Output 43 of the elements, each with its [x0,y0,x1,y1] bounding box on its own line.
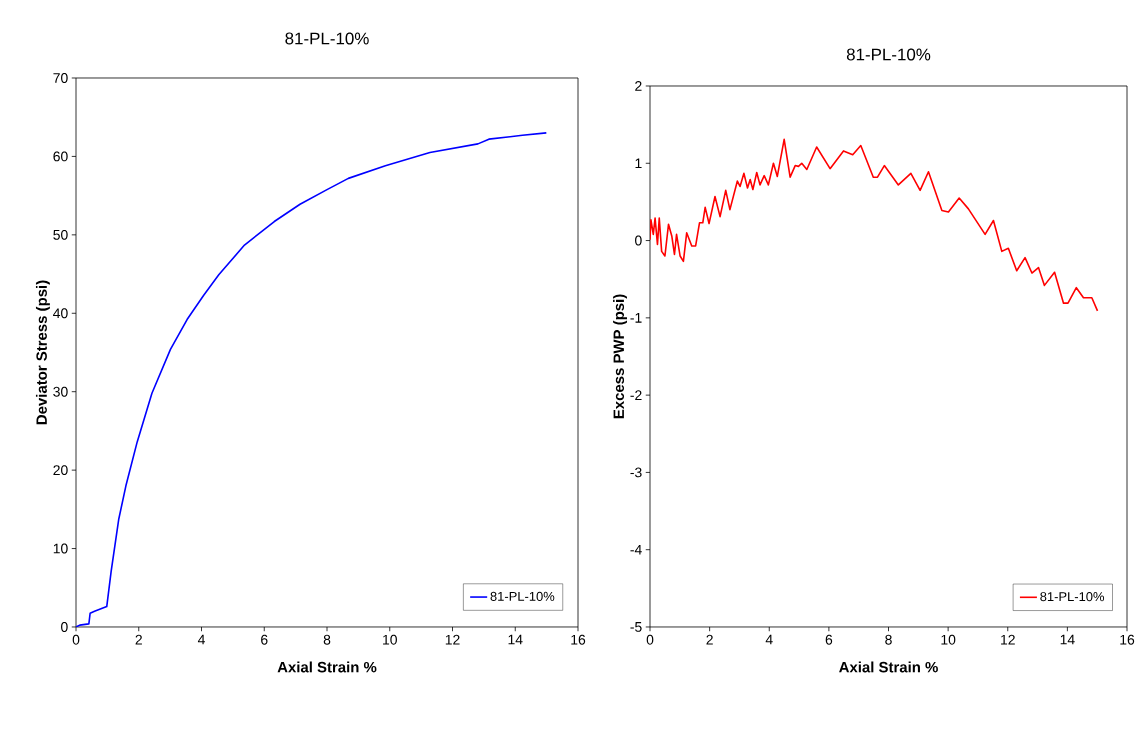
chart-title: 81-PL-10% [285,32,369,45]
y-tick-label: 60 [53,151,68,162]
x-tick-label: 6 [261,634,268,645]
y-tick-label: -5 [630,622,642,632]
legend-label: 81-PL-10% [1040,592,1105,602]
x-tick-label: 8 [323,634,331,645]
y-tick-label: 50 [53,229,68,240]
x-tick-label: 10 [383,634,397,645]
x-tick-label: 16 [571,634,586,645]
y-axis-title: Excess PWP (psi) [613,294,627,419]
x-tick-label: 14 [508,634,523,645]
line-series [650,138,1099,312]
x-tick-label: 0 [646,634,654,645]
y-tick-label: 70 [53,73,68,83]
x-axis-title: Axial Strain % [839,661,938,673]
x-tick-label: 2 [706,634,713,645]
x-tick-label: 14 [1060,634,1075,645]
chart-title: 81-PL-10% [846,48,931,61]
x-tick-label: 16 [1120,634,1135,645]
y-tick-label: 40 [53,308,68,319]
x-tick-label: 4 [197,634,205,645]
x-tick-label: 8 [885,634,892,645]
x-axis-title: Axial Strain % [277,661,377,673]
x-tick-label: 12 [445,634,460,645]
y-tick-label: -3 [630,467,642,478]
y-tick-label: 10 [53,543,68,554]
y-tick-label: 20 [53,465,68,476]
x-tick-label: 0 [72,634,80,645]
x-tick-label: 10 [941,634,956,645]
y-tick-label: 2 [635,81,642,91]
y-tick-label: -1 [630,313,642,323]
x-tick-label: 12 [1001,634,1015,645]
y-tick-label: 0 [61,622,68,632]
legend-label: 81-PL-10% [490,591,555,601]
x-tick-label: 4 [765,634,773,645]
y-axis-title: Deviator Stress (psi) [35,280,50,425]
y-tick-label: 30 [53,386,68,397]
y-tick-label: -4 [630,544,642,555]
y-tick-label: -2 [630,390,642,400]
x-tick-label: 2 [135,634,142,645]
x-tick-label: 6 [825,634,833,645]
y-tick-label: 0 [635,235,642,246]
y-tick-label: 1 [635,158,642,169]
